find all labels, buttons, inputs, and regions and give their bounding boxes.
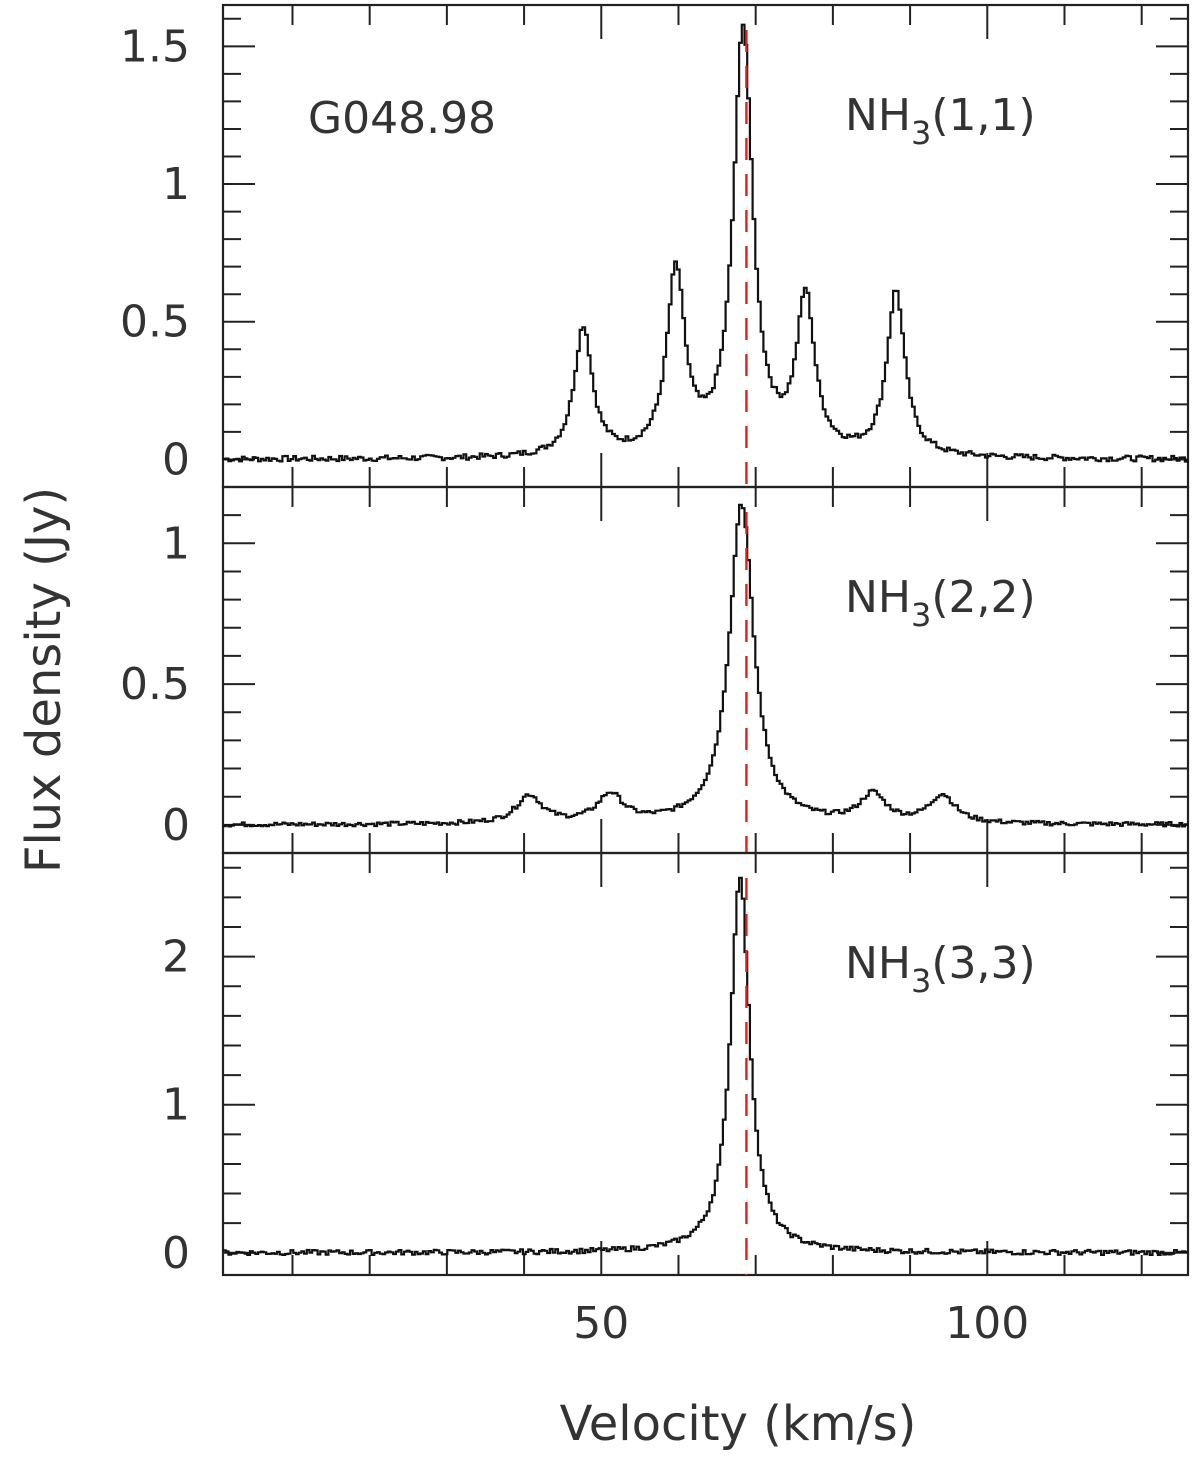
x-tick-label: 100	[945, 1298, 1029, 1349]
panel-frame	[221, 3, 1190, 489]
panel-label: NH3(3,3)	[845, 938, 1036, 1000]
y-tick-label: 0	[162, 1228, 190, 1279]
panels-group: 0 0.5 1 1.5 NH3(1,1) 0 0.5 1 NH3(2,2) 0 1 2 NH3(3,3)…	[120, 3, 1190, 1349]
x-axis-title: Velocity (km/s)	[560, 1396, 917, 1452]
panel-label: NH3(1,1)	[845, 90, 1036, 152]
y-tick-label: 0.5	[120, 297, 190, 348]
y-tick-label: 1	[162, 1080, 190, 1131]
y-axis-title: Flux density (Jy)	[16, 487, 72, 873]
panel-label: NH3(2,2)	[845, 572, 1036, 634]
x-tick-label: 50	[573, 1298, 629, 1349]
y-tick-label: 1	[162, 159, 190, 210]
panel-3: 0 1 2 NH3(3,3)	[162, 851, 1190, 1279]
y-tick-label: 1.5	[120, 21, 190, 72]
panel-2: 0 0.5 1 NH3(2,2)	[120, 485, 1190, 855]
spectrum-line	[223, 503, 1189, 828]
source-label: G048.98	[308, 93, 496, 144]
panel-frame	[221, 485, 1190, 855]
y-tick-label: 1	[162, 518, 190, 569]
y-tick-label: 0.5	[120, 659, 190, 710]
y-tick-label: 2	[162, 932, 190, 983]
spectrum-line	[223, 876, 1189, 1256]
y-tick-label: 0	[162, 800, 190, 851]
panel-frame	[221, 851, 1190, 1277]
y-tick-label: 0	[162, 434, 190, 485]
spectrum-line	[223, 23, 1189, 463]
panel-1: 0 0.5 1 1.5 NH3(1,1)	[120, 3, 1190, 489]
